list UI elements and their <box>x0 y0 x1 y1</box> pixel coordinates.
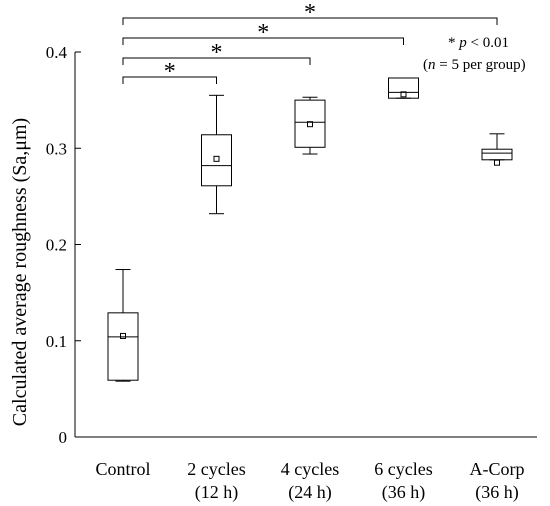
x-category-sublabel: (24 h) <box>288 482 332 503</box>
significance-star: * <box>304 0 316 26</box>
bracket-line <box>122 76 217 84</box>
x-category-sublabel: (12 h) <box>195 482 239 503</box>
mean-marker <box>307 121 313 128</box>
y-tick-label: 0.4 <box>46 43 68 62</box>
x-category-label: 2 cycles <box>187 459 245 479</box>
note-p-rest: < 0.01 <box>467 35 509 51</box>
x-category-sublabel: (36 h) <box>475 482 519 503</box>
note-paren: ( <box>423 57 428 73</box>
p-value-note: * p < 0.01 <box>448 35 509 51</box>
x-axis-labels: Control 2 cycles (12 h) 4 cycles (24 h) 6 cyc… <box>95 459 524 503</box>
box-group <box>481 133 513 166</box>
significance-star: * <box>211 40 223 66</box>
mean-marker <box>120 332 126 339</box>
significance-bracket: * <box>122 20 404 46</box>
boxes <box>107 77 513 382</box>
bracket-line <box>122 17 498 25</box>
note-n-rest: = 5 per group) <box>436 57 526 73</box>
significance-star: * <box>164 59 176 85</box>
y-axis-label: Calculated average roughness (Sa,μm) <box>9 118 31 426</box>
bracket-line <box>122 37 404 45</box>
mean-marker <box>400 91 407 98</box>
x-category-sublabel: (36 h) <box>382 482 426 503</box>
box-group <box>107 269 139 382</box>
y-tick-label: 0 <box>59 428 68 447</box>
x-category-label: A-Corp <box>470 459 525 479</box>
y-tick-label: 0.1 <box>46 332 67 351</box>
x-category-label: 6 cycles <box>374 459 432 479</box>
box-group <box>388 77 419 99</box>
significance-note: * p < 0.01 (n = 5 per group) <box>423 35 526 73</box>
significance-bracket: * <box>122 0 498 26</box>
mean-marker <box>213 155 220 162</box>
axes <box>74 52 537 438</box>
x-category-label: 4 cycles <box>281 459 339 479</box>
mean-marker <box>494 159 500 166</box>
box-iqr <box>201 134 232 187</box>
y-tick-label: 0.3 <box>46 139 67 158</box>
box-iqr <box>388 77 419 99</box>
y-axis-ticks: 0 0.1 0.2 0.3 0.4 <box>46 43 81 447</box>
y-tick-label: 0.2 <box>46 236 67 255</box>
significance-bracket: * <box>122 40 311 66</box>
x-category-label: Control <box>95 459 150 479</box>
bracket-line <box>122 57 311 65</box>
note-n: n <box>428 57 436 73</box>
box-iqr <box>481 148 513 161</box>
box-iqr <box>107 312 139 381</box>
box-group <box>201 94 232 215</box>
note-p: p <box>458 35 467 51</box>
box-group <box>294 96 326 155</box>
n-note: (n = 5 per group) <box>423 57 526 73</box>
significance-star: * <box>257 20 269 46</box>
box-iqr <box>294 99 326 148</box>
significance-bracket: * <box>122 59 217 85</box>
note-star: * <box>448 35 459 51</box>
significance-brackets: * * * * <box>122 0 498 85</box>
